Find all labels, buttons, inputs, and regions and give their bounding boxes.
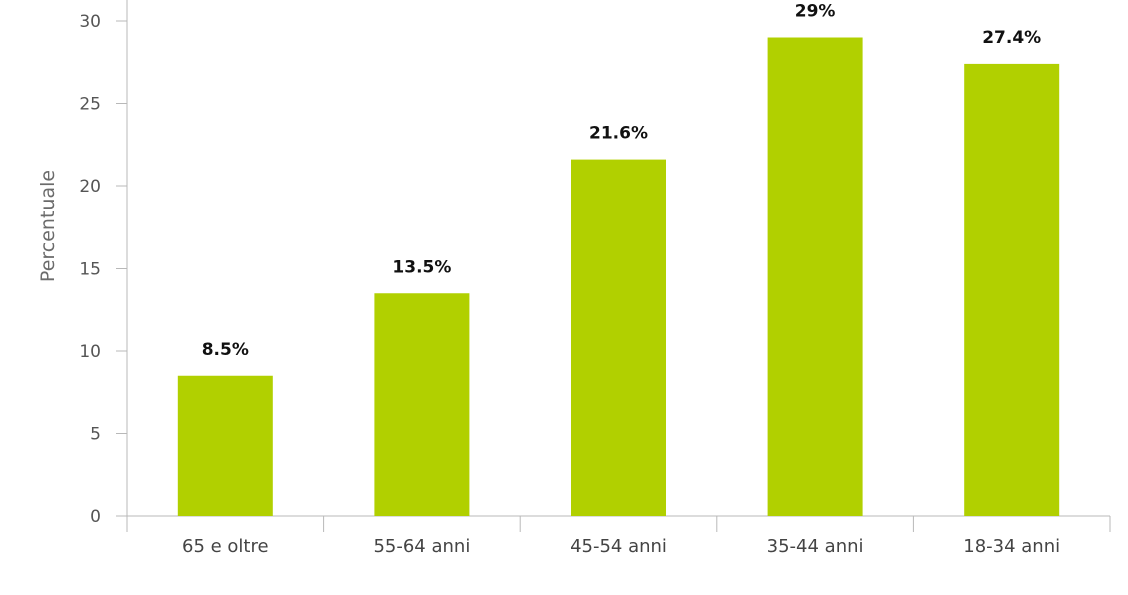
- x-category-label: 65 e oltre: [182, 536, 269, 557]
- data-label: 27.4%: [982, 28, 1041, 48]
- y-tick-label: 15: [79, 260, 101, 280]
- y-tick-label: 20: [79, 177, 101, 197]
- bar: [767, 37, 863, 516]
- labels: 8.5% 65 e oltre 13.5% 55-64 anni 21.6% 45-54 …: [182, 2, 1060, 558]
- bar: [964, 63, 1060, 517]
- x-category-label: 18-34 anni: [963, 536, 1060, 557]
- x-category-label: 55-64 anni: [373, 536, 470, 557]
- bars: [177, 37, 1060, 517]
- bar: [177, 375, 273, 516]
- data-label: 21.6%: [589, 124, 648, 144]
- data-label: 13.5%: [392, 257, 451, 277]
- x-category-label: 45-54 anni: [570, 536, 667, 557]
- data-label: 8.5%: [202, 340, 249, 360]
- x-category-label: 35-44 anni: [767, 536, 864, 557]
- y-tick-label: 10: [79, 342, 101, 362]
- bar: [374, 293, 470, 516]
- y-tick-label: 0: [90, 507, 101, 527]
- y-tick-label: 25: [79, 95, 101, 115]
- y-axis-title: Percentuale: [37, 170, 59, 282]
- data-label: 29%: [795, 2, 836, 22]
- bar: [571, 159, 666, 516]
- y-tick-label: 5: [90, 425, 101, 445]
- y-tick-label: 30: [79, 12, 101, 32]
